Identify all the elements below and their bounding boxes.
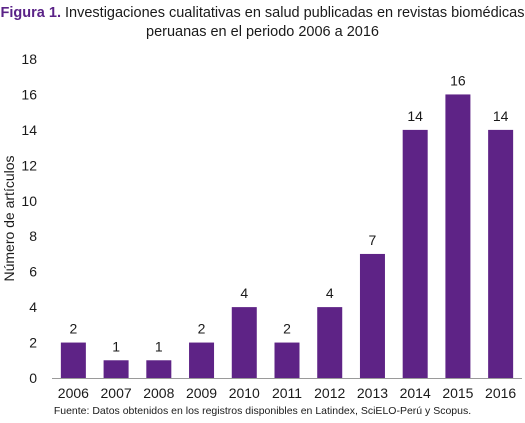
x-tick-label: 2010 — [229, 385, 260, 401]
bar — [402, 129, 428, 378]
data-label: 2 — [198, 321, 206, 337]
x-tick-label: 2016 — [485, 385, 516, 401]
data-label: 14 — [493, 108, 509, 124]
data-label: 7 — [369, 232, 377, 248]
data-label: 2 — [283, 321, 291, 337]
bar — [189, 342, 215, 378]
y-tick-label: 0 — [29, 370, 37, 386]
y-tick-label: 16 — [21, 86, 37, 102]
x-tick-label: 2012 — [314, 385, 345, 401]
bar — [60, 342, 86, 378]
bar — [445, 94, 471, 378]
y-tick-label: 12 — [21, 157, 37, 173]
figure-label: Figura 1. — [0, 5, 61, 21]
data-label: 1 — [155, 338, 163, 354]
y-tick-label: 14 — [21, 122, 37, 138]
bar — [146, 360, 172, 378]
y-tick-label: 4 — [29, 299, 37, 315]
bar — [103, 360, 129, 378]
y-tick-label: 6 — [29, 264, 37, 280]
bar — [317, 307, 343, 378]
data-label: 4 — [240, 285, 248, 301]
data-label: 14 — [407, 108, 423, 124]
data-label: 2 — [69, 321, 77, 337]
title-line-2: peruanas en el periodo 2006 a 2016 — [146, 24, 379, 40]
bar — [231, 307, 257, 378]
y-tick-label: 10 — [21, 193, 37, 209]
data-label: 1 — [112, 338, 120, 354]
x-tick-label: 2011 — [272, 385, 302, 401]
chart-title: Figura 1. Investigaciones cualitativas e… — [0, 4, 525, 42]
x-tick-label: 2006 — [58, 385, 89, 401]
y-tick-label: 2 — [29, 335, 37, 351]
source-note: Fuente: Datos obtenidos en los registros… — [53, 405, 472, 417]
bar — [359, 253, 385, 378]
x-tick-label: 2014 — [400, 385, 431, 401]
title-line-1: Investigaciones cualitativas en salud pu… — [65, 5, 525, 21]
bar — [274, 342, 300, 378]
y-tick-label: 8 — [29, 228, 37, 244]
x-tick-label: 2015 — [442, 385, 473, 401]
data-label: 4 — [326, 285, 334, 301]
x-tick-label: 2008 — [143, 385, 174, 401]
x-tick-label: 2007 — [101, 385, 132, 401]
x-tick-label: 2009 — [186, 385, 217, 401]
y-axis-label: Número de artículos — [1, 155, 17, 281]
data-label: 16 — [450, 72, 466, 88]
x-tick-label: 2013 — [357, 385, 388, 401]
y-tick-label: 18 — [21, 51, 37, 67]
bar — [488, 129, 514, 378]
